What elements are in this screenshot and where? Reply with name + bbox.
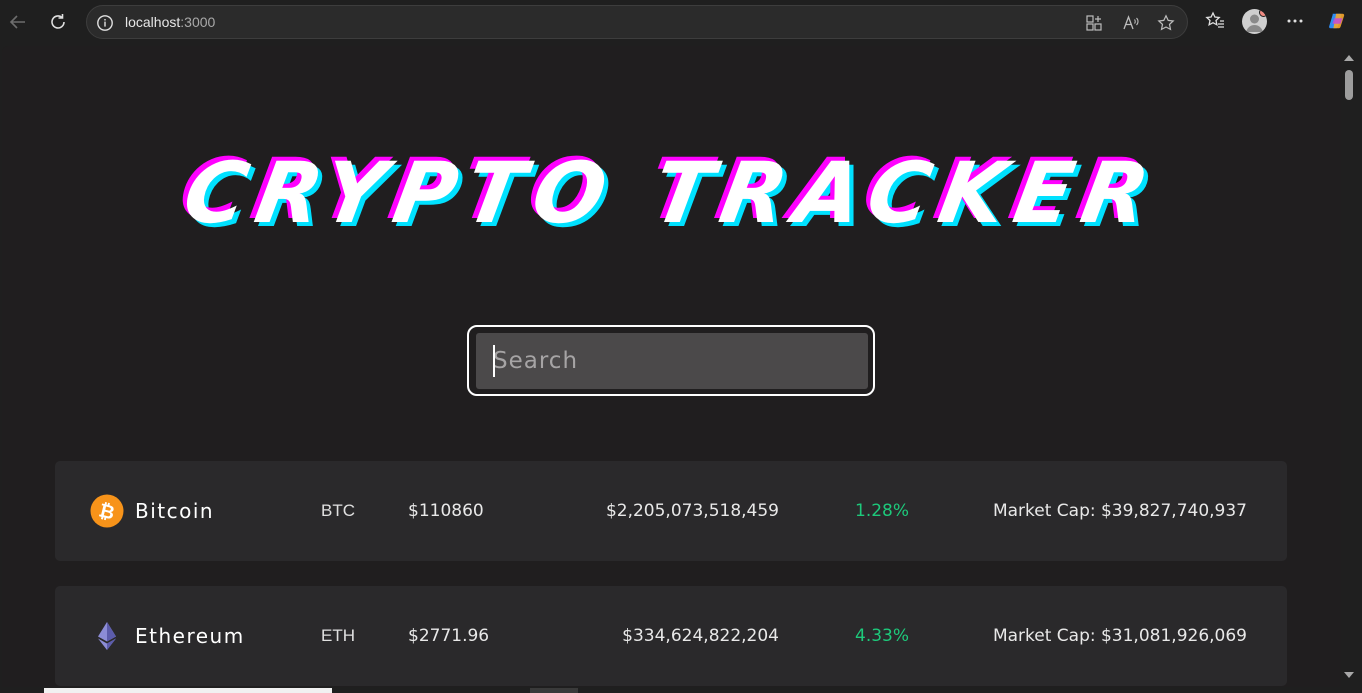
coin-row-bitcoin[interactable]: ₿ Bitcoin BTC $110860 $2,205,073,518,459… — [55, 461, 1287, 561]
address-bar[interactable]: localhost:3000 — [86, 5, 1188, 39]
refresh-icon — [51, 14, 65, 29]
search-input[interactable] — [476, 333, 868, 389]
search-box — [467, 325, 875, 396]
coin-market-cap: Market Cap: $39,827,740,937 — [992, 501, 1247, 521]
bitcoin-icon: ₿ — [90, 494, 124, 528]
user-icon — [1246, 14, 1263, 32]
coin-name: Bitcoin — [135, 499, 215, 523]
favorite-button[interactable] — [1156, 13, 1176, 33]
copilot-icon — [1329, 13, 1345, 29]
read-aloud-icon — [1123, 15, 1139, 30]
site-info-icon[interactable] — [96, 14, 114, 32]
copilot-button[interactable] — [1325, 9, 1349, 33]
coin-icon-cell — [89, 586, 125, 686]
read-aloud-button[interactable] — [1121, 13, 1141, 33]
ethereum-icon — [98, 622, 116, 650]
favorites-button[interactable] — [1203, 9, 1227, 33]
coin-market-cap: Market Cap: $31,081,926,069 — [992, 626, 1247, 646]
coin-name: Ethereum — [135, 624, 245, 648]
bottom-edge — [0, 687, 1362, 693]
scroll-thumb[interactable] — [1345, 70, 1353, 100]
app-available-button[interactable] — [1084, 13, 1104, 33]
back-arrow-icon — [9, 15, 25, 29]
url-host: localhost — [125, 14, 181, 30]
url-port: :3000 — [180, 14, 216, 30]
text-caret — [493, 345, 495, 377]
coin-icon-cell: ₿ — [89, 461, 125, 561]
horizontal-indicator — [44, 688, 332, 693]
page-title: CRYPTO TRACKER — [176, 144, 1167, 242]
coin-price: $110860 — [408, 501, 484, 521]
coin-percent-change: 4.33% — [855, 626, 910, 646]
notification-dot — [1259, 9, 1267, 17]
svg-text:₿: ₿ — [97, 499, 117, 524]
coin-price: $2771.96 — [408, 626, 490, 646]
coin-volume: $334,624,822,204 — [622, 626, 779, 646]
coin-percent-change: 1.28% — [855, 501, 910, 521]
scroll-up-arrow-icon[interactable] — [1344, 55, 1354, 61]
back-button[interactable] — [4, 8, 32, 36]
vertical-scrollbar[interactable] — [1341, 46, 1357, 687]
url-text: localhost:3000 — [125, 14, 215, 30]
horizontal-indicator — [530, 688, 578, 693]
apps-grid-icon — [1086, 15, 1102, 31]
more-dots-icon — [1287, 19, 1303, 23]
refresh-button[interactable] — [44, 8, 72, 36]
page-viewport: CRYPTO TRACKER ₿ Bitcoin BTC $110860 $2,… — [2, 46, 1341, 687]
favorites-star-list-icon — [1205, 11, 1224, 28]
coin-row-ethereum[interactable]: Ethereum ETH $2771.96 $334,624,822,204 4… — [55, 586, 1287, 686]
coin-symbol: BTC — [321, 501, 355, 520]
coin-symbol: ETH — [321, 626, 355, 645]
star-icon — [1157, 14, 1175, 31]
scroll-down-arrow-icon[interactable] — [1344, 672, 1354, 678]
settings-more-button[interactable] — [1283, 9, 1307, 33]
browser-toolbar: localhost:3000 — [0, 0, 1362, 45]
profile-avatar[interactable] — [1242, 9, 1267, 34]
coin-volume: $2,205,073,518,459 — [605, 501, 779, 521]
